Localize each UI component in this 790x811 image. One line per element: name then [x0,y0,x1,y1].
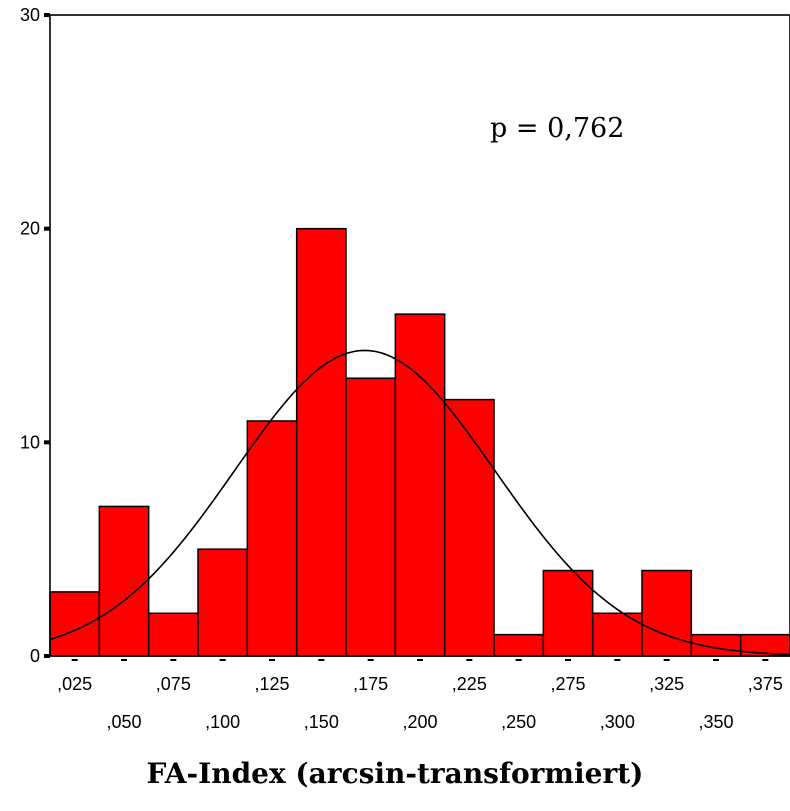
bar-12 [641,569,693,657]
x-tick-label: ,075 [156,674,191,694]
y-tick-label: 10 [20,432,40,452]
x-tick-label: ,200 [402,712,437,732]
x-tick-label: ,100 [205,712,240,732]
x-tick-label: ,275 [550,674,585,694]
bars-group [49,227,790,657]
bar-0 [49,591,101,657]
x-tick-label: ,125 [254,674,289,694]
bar-3 [197,548,249,657]
bar-5 [295,227,347,657]
normal-curve [49,349,790,656]
y-tick-label: 30 [20,5,40,25]
bar-9 [493,633,545,657]
y-tick-label: 0 [30,646,40,666]
x-tick-label: ,050 [106,712,141,732]
x-tick-label: ,325 [649,674,684,694]
x-axis-ticks: ,025 ,050 ,075 ,100 ,125 ,150 ,175 ,200 ,225 ,250… [57,659,783,732]
y-tick-label: 20 [20,219,40,239]
plot-frame [49,14,790,657]
x-tick-label: ,350 [698,712,733,732]
x-tick-label: ,225 [452,674,487,694]
x-tick-label: ,150 [304,712,339,732]
bar-2 [147,612,199,657]
bar-4 [246,420,298,657]
x-tick-label: ,250 [501,712,536,732]
x-tick-label: ,375 [748,674,783,694]
bar-8 [443,398,495,657]
x-tick-label: ,300 [600,712,635,732]
bar-7 [394,313,446,657]
y-axis-ticks: 0 10 20 30 [20,5,50,666]
x-axis-label: FA-Index (arcsin-transformiert) [146,757,644,790]
bar-1 [98,505,150,657]
p-value-annotation: p = 0,762 [490,113,624,144]
x-tick-label: ,025 [57,674,92,694]
bar-6 [345,377,397,657]
bar-10 [542,569,594,657]
x-tick-label: ,175 [353,674,388,694]
